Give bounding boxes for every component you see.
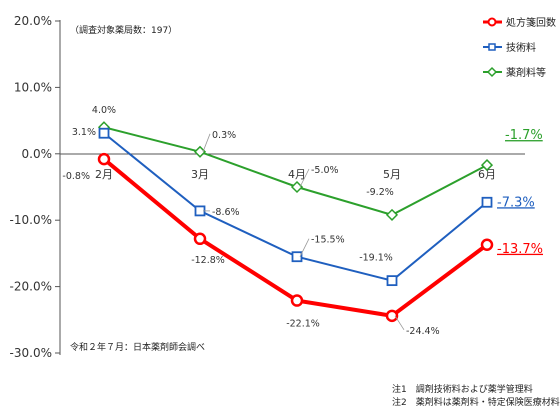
x-category-label-0: 2月 (95, 168, 113, 181)
data-label-s2-1: 0.3% (212, 130, 236, 141)
data-label-s1-4: -7.3% (497, 195, 535, 210)
source-text: 令和２年７月：日本薬剤師会調べ (70, 341, 205, 353)
point-s1-4 (481, 196, 493, 208)
leader-s2-2 (299, 168, 310, 188)
y-tick-label-0: 20.0% (14, 14, 52, 28)
y-tick-label-2: 0.0% (22, 147, 53, 161)
data-label-s2-3: -9.2% (366, 187, 394, 198)
data-label-s0-4: -13.7% (497, 242, 543, 257)
point-s0-3 (385, 309, 399, 323)
point-s2-1 (193, 145, 207, 158)
data-label-s1-3: -19.1% (359, 253, 393, 264)
note-1: 注1 調剤技術料および薬学管理料 (392, 383, 533, 395)
data-label-s0-1: -12.8% (191, 255, 225, 266)
point-s2-3 (385, 208, 399, 221)
leader-s1-2 (299, 238, 310, 257)
point-s2-2 (290, 180, 304, 194)
data-label-s2-2: -5.0% (311, 165, 339, 176)
data-label-s1-2: -15.5% (311, 235, 345, 246)
leader-s0-3 (394, 315, 405, 331)
data-label-s0-3: -24.4% (406, 326, 440, 337)
legend-marker-1 (488, 43, 496, 51)
y-tick-label-1: 10.0% (14, 80, 52, 94)
y-tick-label-3: -10.0% (10, 213, 52, 227)
legend-item-2: 薬剤料等 (483, 66, 546, 79)
data-label-s0-0: -0.8% (62, 171, 90, 182)
point-s0-0 (97, 152, 111, 166)
x-category-label-3: 5月 (383, 168, 401, 181)
x-category-label-4: 6月 (478, 168, 496, 181)
x-category-label-2: 4月 (288, 168, 306, 181)
legend-item-0: 処方箋回数 (483, 16, 556, 29)
y-tick-label-4: -20.0% (10, 280, 52, 294)
data-label-s2-4: -1.7% (505, 128, 543, 143)
chart-subtitle: （調査対象薬局数：197） (70, 24, 177, 36)
y-tick-label-5: -30.0% (10, 346, 52, 360)
point-s2-4 (480, 159, 494, 172)
legend: 処方箋回数 技術料 薬剤料等 (483, 16, 556, 79)
point-s0-1 (193, 232, 207, 246)
legend-marker-2 (486, 66, 498, 78)
data-label-s1-1: -8.6% (212, 207, 240, 218)
point-s1-2 (291, 251, 303, 263)
data-label-s2-0: 4.0% (92, 105, 116, 116)
point-s1-0 (98, 127, 110, 139)
x-category-label-1: 3月 (191, 168, 209, 181)
legend-label-2: 薬剤料等 (506, 66, 546, 79)
point-s1-3 (386, 275, 398, 287)
data-label-s0-2: -22.1% (286, 319, 320, 330)
point-s0-4 (480, 238, 494, 252)
legend-label-0: 処方箋回数 (506, 16, 556, 29)
legend-marker-0 (487, 17, 497, 27)
leader-s2-1 (202, 133, 211, 152)
note-2: 注2 薬剤料は薬剤料・特定保険医療材料料 (392, 396, 560, 408)
data-label-s1-0: 3.1% (72, 127, 96, 138)
legend-label-1: 技術料 (506, 41, 536, 54)
legend-item-1: 技術料 (483, 41, 536, 54)
point-s0-2 (290, 294, 304, 307)
